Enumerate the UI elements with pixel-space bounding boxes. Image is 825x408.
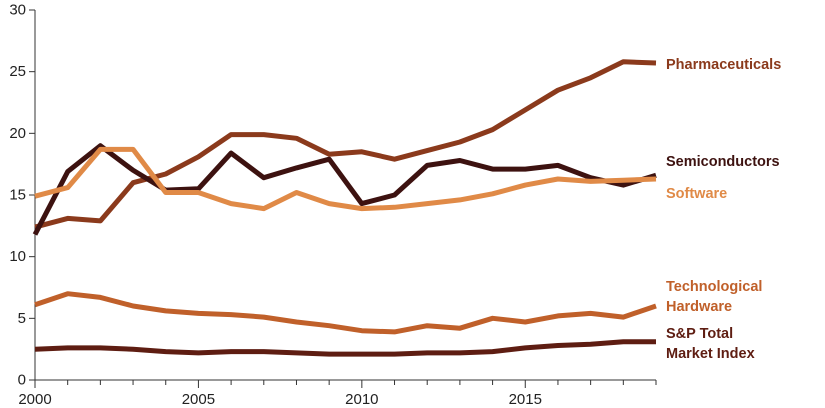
- series-label-text: Market Index: [666, 346, 755, 362]
- y-tick-label: 25: [9, 63, 26, 80]
- series-label-text: S&P Total: [666, 326, 733, 342]
- series-label-semiconductors: Semiconductors: [666, 154, 780, 170]
- x-tick-label: 2005: [182, 391, 215, 408]
- series-line-software: [34, 146, 657, 212]
- series-label-technological-hardware: Technological Hardware: [666, 279, 762, 315]
- y-tick-label: 20: [9, 125, 26, 142]
- series-line-technological-hardware: [34, 291, 657, 335]
- series-label-software: Software: [666, 186, 727, 202]
- x-tick-label: 2000: [18, 391, 51, 408]
- x-tick-label: 2010: [345, 391, 378, 408]
- series-layer: [32, 59, 657, 357]
- series-label-text: Hardware: [666, 299, 732, 315]
- series-label-text: Technological: [666, 279, 762, 295]
- series-label-text: Semiconductors: [666, 154, 780, 170]
- series-label-text: Pharmaceuticals: [666, 57, 781, 73]
- y-tick-label: 10: [9, 248, 26, 265]
- series-label-text: Software: [666, 186, 727, 202]
- series-line-semiconductors: [32, 143, 657, 236]
- series-label-pharmaceuticals: Pharmaceuticals: [666, 57, 781, 73]
- axes: 0 5 10 15 20 25 30 2000 2005 2010 2015: [9, 2, 657, 408]
- series-label-s-p-total-market-index: S&P Total Market Index: [666, 326, 755, 362]
- y-tick-label: 0: [18, 372, 26, 389]
- x-tick-label: 2015: [509, 391, 542, 408]
- series-labels: Pharmaceuticals Semiconductors Software Tec…: [666, 57, 781, 362]
- y-tick-label: 5: [18, 310, 26, 327]
- y-tick-label: 30: [9, 2, 26, 19]
- series-line-pharmaceuticals: [34, 59, 657, 230]
- series-line-s-p-total-market-index: [34, 339, 656, 357]
- y-tick-label: 15: [9, 187, 26, 204]
